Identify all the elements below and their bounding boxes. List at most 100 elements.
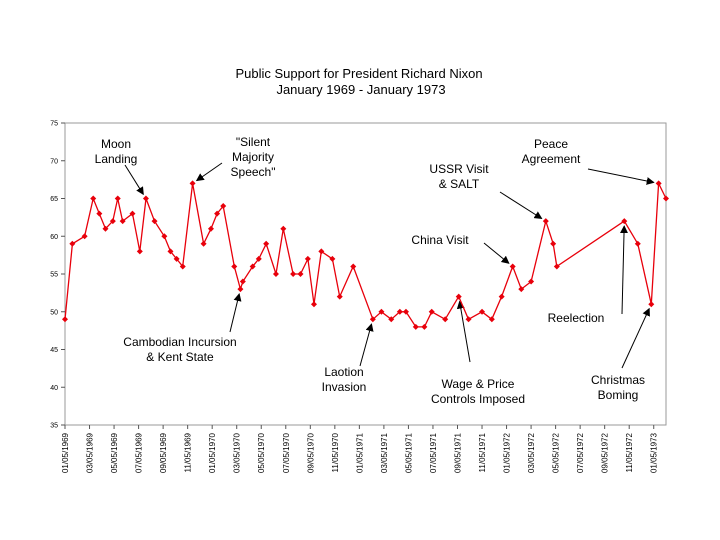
x-tick-label: 03/05/1971 [380, 432, 389, 473]
data-point [109, 218, 116, 225]
annotation-line: USSR Visit [429, 162, 489, 176]
x-tick-label: 03/05/1969 [86, 432, 95, 473]
y-tick-label: 65 [50, 196, 58, 203]
data-point [553, 263, 560, 270]
data-point [263, 240, 270, 247]
annotation-arrow [456, 300, 471, 363]
y-tick-label: 50 [50, 309, 58, 316]
data-point [90, 195, 97, 202]
data-point [151, 218, 158, 225]
data-point [272, 271, 279, 277]
y-tick-label: 35 [50, 423, 58, 430]
annotation-line: Speech" [231, 165, 276, 179]
data-point [663, 195, 669, 202]
x-tick-label: 09/05/1972 [601, 432, 610, 473]
data-point [119, 218, 126, 225]
annotation-arrow [499, 191, 543, 220]
data-point [167, 248, 174, 255]
data-point [621, 218, 628, 225]
data-point [62, 316, 68, 323]
data-point [304, 255, 311, 262]
x-tick-label: 11/05/1969 [184, 432, 193, 472]
annotation-line: Moon [101, 137, 131, 151]
y-tick-label: 75 [50, 121, 58, 128]
annotation-line: Cambodian Incursion [123, 335, 236, 349]
annotation-arrow [621, 307, 650, 369]
annotation-line: Wage & Price [442, 377, 515, 391]
data-point [129, 210, 136, 217]
x-tick-label: 01/05/1972 [503, 432, 512, 473]
annotation-line: Majority [232, 150, 274, 164]
data-point [518, 286, 525, 293]
y-tick-label: 60 [50, 234, 58, 241]
x-tick-label: 03/05/1972 [527, 432, 536, 473]
annotation-line: Controls Imposed [431, 392, 525, 406]
annotation-label: Christmas Boming [591, 373, 645, 402]
data-point [249, 263, 256, 270]
data-point [136, 248, 143, 255]
x-tick-label: 09/05/1970 [306, 432, 315, 473]
annotation-line: & Kent State [146, 350, 214, 364]
x-tick-label: 09/05/1969 [159, 432, 168, 473]
annotation-arrow [483, 242, 510, 264]
data-point [428, 308, 435, 315]
annotation-label: USSR Visit & SALT [429, 162, 489, 191]
annotation-line: Agreement [522, 152, 581, 166]
annotation-label: China Visit [411, 233, 469, 247]
data-point [528, 278, 535, 285]
annotation-label: Cambodian Incursion & Kent State [123, 335, 236, 364]
data-point [297, 271, 304, 277]
data-point [318, 248, 325, 255]
x-tick-label: 03/05/1970 [233, 432, 242, 473]
annotation-line: Peace [534, 137, 568, 151]
data-point [214, 210, 221, 217]
series-line [64, 180, 667, 328]
data-point [310, 301, 317, 308]
data-point [412, 323, 419, 330]
data-point [648, 301, 655, 308]
x-tick-label: 07/05/1969 [135, 432, 144, 473]
data-point [465, 316, 472, 323]
annotation-line: China Visit [411, 233, 469, 247]
x-tick-label: 09/05/1971 [453, 432, 462, 473]
x-tick-label: 01/05/1973 [650, 432, 659, 473]
annotation-arrows [124, 162, 655, 369]
data-point [102, 225, 109, 232]
y-tick-label: 55 [50, 272, 58, 279]
data-point [329, 255, 336, 262]
x-tick-label: 07/05/1972 [576, 432, 585, 473]
annotation-label: Wage & Price Controls Imposed [431, 377, 525, 406]
annotation-line: Reelection [548, 311, 605, 325]
data-point [655, 180, 662, 187]
data-point [479, 308, 486, 315]
data-point [207, 225, 214, 232]
x-tick-label: 05/05/1969 [110, 432, 119, 473]
x-tick-label: 01/05/1971 [355, 432, 364, 473]
data-point [142, 195, 149, 202]
annotation-arrow [620, 225, 629, 315]
x-tick-label: 07/05/1971 [429, 432, 438, 473]
approval-series [62, 180, 669, 330]
data-point [280, 225, 287, 232]
data-point [173, 255, 180, 262]
x-tick-label: 01/05/1969 [61, 432, 70, 473]
chart-subtitle: January 1969 - January 1973 [276, 82, 445, 97]
data-point [179, 263, 186, 270]
annotation-line: Invasion [322, 380, 367, 394]
annotation-label: Moon Landing [95, 137, 138, 166]
data-point [189, 180, 196, 187]
annotation-label: Reelection [548, 311, 605, 325]
annotation-line: Boming [598, 388, 639, 402]
data-point [81, 233, 88, 240]
data-point [96, 210, 103, 217]
data-point [220, 203, 227, 210]
data-point [69, 240, 76, 247]
data-point [498, 293, 505, 300]
annotation-arrow [359, 323, 374, 367]
data-point [550, 240, 557, 247]
data-point [488, 316, 495, 323]
data-point [509, 263, 516, 270]
annotation-label: "Silent Majority Speech" [231, 135, 276, 179]
annotation-arrow [195, 162, 223, 182]
data-point [455, 293, 462, 300]
